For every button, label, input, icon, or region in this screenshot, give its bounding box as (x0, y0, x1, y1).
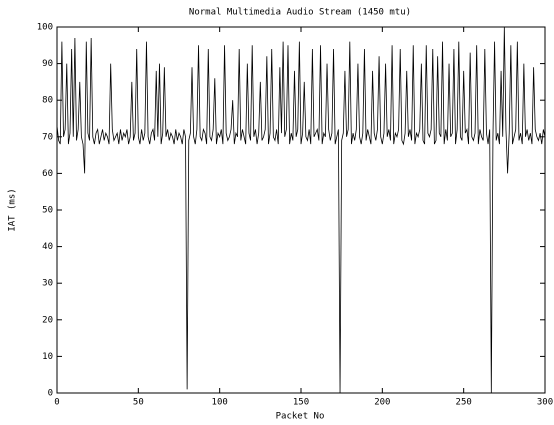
x-tick-label: 0 (54, 398, 59, 408)
x-tick-label: 200 (374, 398, 390, 408)
y-tick-label: 10 (42, 352, 53, 362)
x-tick-label: 250 (456, 398, 472, 408)
y-tick-label: 40 (42, 242, 53, 252)
x-tick-label: 150 (293, 398, 309, 408)
y-tick-label: 80 (42, 96, 53, 106)
x-tick-label: 50 (133, 398, 144, 408)
y-axis-label: IAT (ms) (8, 188, 18, 231)
x-tick-label: 300 (537, 398, 553, 408)
y-tick-label: 20 (42, 315, 53, 325)
x-tick-label: 100 (212, 398, 228, 408)
x-axis-label: Packet No (276, 412, 325, 422)
y-tick-label: 50 (42, 206, 53, 216)
y-tick-label: 30 (42, 279, 53, 289)
data-line (56, 26, 546, 394)
y-tick-label: 70 (42, 132, 53, 142)
y-tick-label: 90 (42, 59, 53, 69)
plot-frame (56, 26, 546, 394)
y-tick-label: 0 (48, 389, 53, 399)
y-tick-label: 100 (37, 23, 53, 33)
y-tick-label: 60 (42, 169, 53, 179)
chart-title: Normal Multimedia Audio Stream (1450 mtu… (189, 8, 411, 18)
